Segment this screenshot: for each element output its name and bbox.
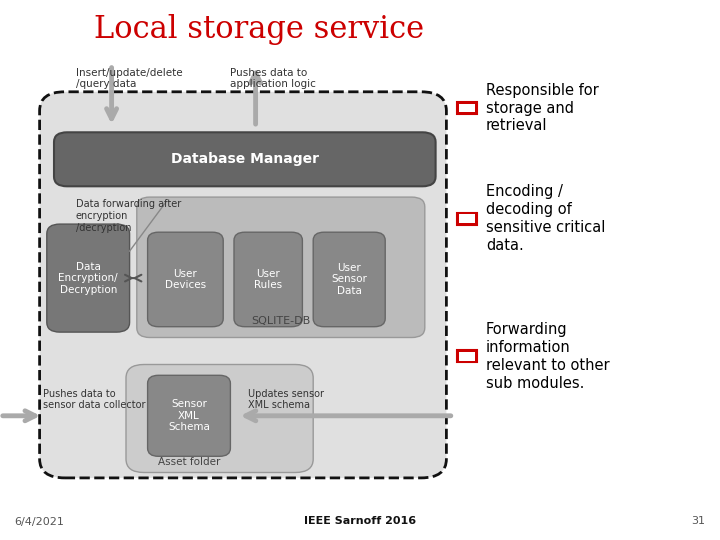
FancyBboxPatch shape [457, 102, 477, 114]
FancyBboxPatch shape [457, 350, 477, 362]
Text: Encoding /
decoding of
sensitive critical
data.: Encoding / decoding of sensitive critica… [486, 184, 606, 253]
Text: Insert/update/delete
/query data: Insert/update/delete /query data [76, 68, 182, 89]
Text: Pushes data to
sensor data collector: Pushes data to sensor data collector [43, 389, 145, 410]
FancyBboxPatch shape [459, 104, 475, 112]
Text: User
Devices: User Devices [165, 268, 206, 291]
Text: Pushes data to
application logic: Pushes data to application logic [230, 68, 316, 89]
FancyBboxPatch shape [148, 232, 223, 327]
FancyBboxPatch shape [459, 352, 475, 361]
FancyBboxPatch shape [459, 214, 475, 223]
FancyBboxPatch shape [313, 232, 385, 327]
Text: Local storage service: Local storage service [94, 14, 424, 45]
Text: Forwarding
information
relevant to other
sub modules.: Forwarding information relevant to other… [486, 322, 610, 391]
FancyBboxPatch shape [148, 375, 230, 456]
Text: IEEE Sarnoff 2016: IEEE Sarnoff 2016 [304, 516, 416, 526]
FancyBboxPatch shape [54, 132, 436, 186]
Text: Database Manager: Database Manager [171, 152, 319, 166]
Text: Data
Encryption/
Decryption: Data Encryption/ Decryption [58, 261, 118, 295]
FancyBboxPatch shape [40, 92, 446, 478]
Text: Asset folder: Asset folder [158, 457, 220, 467]
Text: Updates sensor
XML schema: Updates sensor XML schema [248, 389, 325, 410]
Text: 31: 31 [692, 516, 706, 526]
Text: Sensor
XML
Schema: Sensor XML Schema [168, 399, 210, 433]
Text: 6/4/2021: 6/4/2021 [14, 516, 64, 526]
FancyBboxPatch shape [457, 213, 477, 225]
Text: User
Rules: User Rules [254, 268, 282, 291]
Text: Responsible for
storage and
retrieval: Responsible for storage and retrieval [486, 83, 599, 133]
FancyBboxPatch shape [137, 197, 425, 338]
FancyBboxPatch shape [126, 364, 313, 472]
FancyBboxPatch shape [234, 232, 302, 327]
Text: Data forwarding after
encryption
/decryption: Data forwarding after encryption /decryp… [76, 199, 181, 233]
FancyBboxPatch shape [47, 224, 130, 332]
Text: SQLITE-DB: SQLITE-DB [251, 315, 310, 326]
Text: User
Sensor
Data: User Sensor Data [331, 263, 367, 296]
